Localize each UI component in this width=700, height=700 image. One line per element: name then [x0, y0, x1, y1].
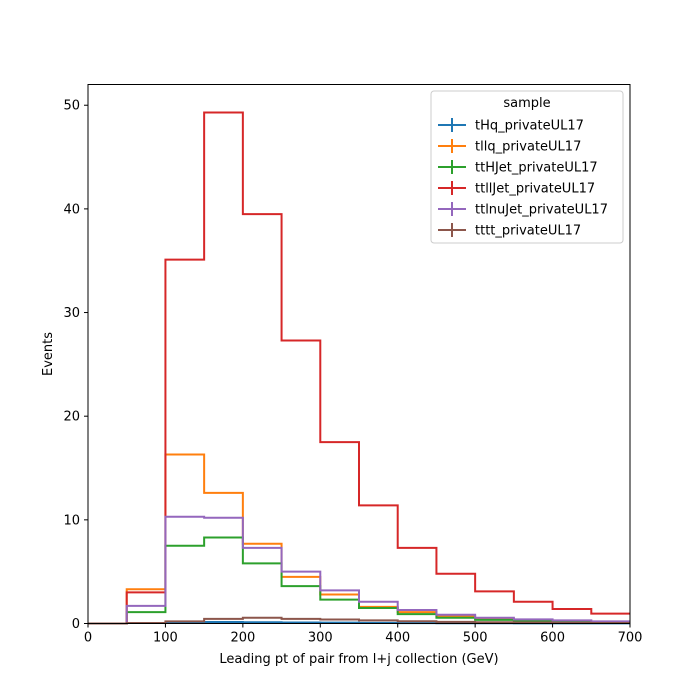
legend-item: ttllJet_privateUL17 — [438, 181, 595, 197]
series-layer — [88, 111, 630, 625]
y-tick-label: 20 — [63, 410, 80, 425]
y-axis: 0 10 20 30 40 50 — [63, 99, 88, 632]
legend-item: ttHJet_privateUL17 — [438, 160, 598, 176]
x-tick-label: 500 — [463, 631, 488, 646]
series-ttllJet_privateUL17-step-line — [88, 111, 630, 625]
x-axis-label: Leading pt of pair from l+j collection (… — [219, 652, 498, 667]
y-tick-label: 0 — [72, 617, 80, 632]
y-tick-label: 50 — [63, 99, 80, 114]
legend-item: tHq_privateUL17 — [438, 118, 584, 134]
y-tick-label: 10 — [63, 513, 80, 528]
x-tick-label: 100 — [153, 631, 178, 646]
legend-label: ttllJet_privateUL17 — [475, 182, 595, 197]
x-tick-label: 600 — [540, 631, 565, 646]
legend-title: sample — [503, 96, 550, 111]
legend-label: tttt_privateUL17 — [475, 224, 581, 239]
legend-label: tllq_privateUL17 — [475, 140, 581, 155]
legend-frame — [430, 90, 624, 244]
y-tick-label: 40 — [63, 202, 80, 217]
y-tick-label: 30 — [63, 306, 80, 321]
legend-item: ttlnuJet_privateUL17 — [438, 202, 608, 218]
x-tick-label: 400 — [385, 631, 410, 646]
legend-item: tttt_privateUL17 — [438, 223, 581, 239]
x-axis: 0 100 200 300 400 500 600 700 — [84, 623, 643, 646]
legend: sample tHq_privateUL17 tllq_privateUL17tt… — [430, 90, 624, 244]
legend-label: ttHJet_privateUL17 — [475, 161, 598, 176]
x-tick-label: 0 — [84, 631, 92, 646]
series-ttHJet_privateUL17-step-line — [88, 536, 630, 625]
legend-label: tHq_privateUL17 — [475, 119, 584, 134]
legend-label: ttlnuJet_privateUL17 — [475, 203, 608, 218]
y-axis-label: Events — [41, 332, 56, 376]
series-ttlnuJet_privateUL17-step-line — [88, 515, 630, 625]
x-tick-label: 200 — [230, 631, 255, 646]
legend-items: tHq_privateUL17 tllq_privateUL17 ttHJet_pr… — [438, 118, 608, 239]
plot-frame — [87, 84, 631, 624]
legend-item: tllq_privateUL17 — [438, 139, 581, 155]
x-tick-label: 300 — [308, 631, 333, 646]
series-tttt_privateUL17-step-line — [88, 616, 630, 625]
x-tick-label: 700 — [618, 631, 643, 646]
